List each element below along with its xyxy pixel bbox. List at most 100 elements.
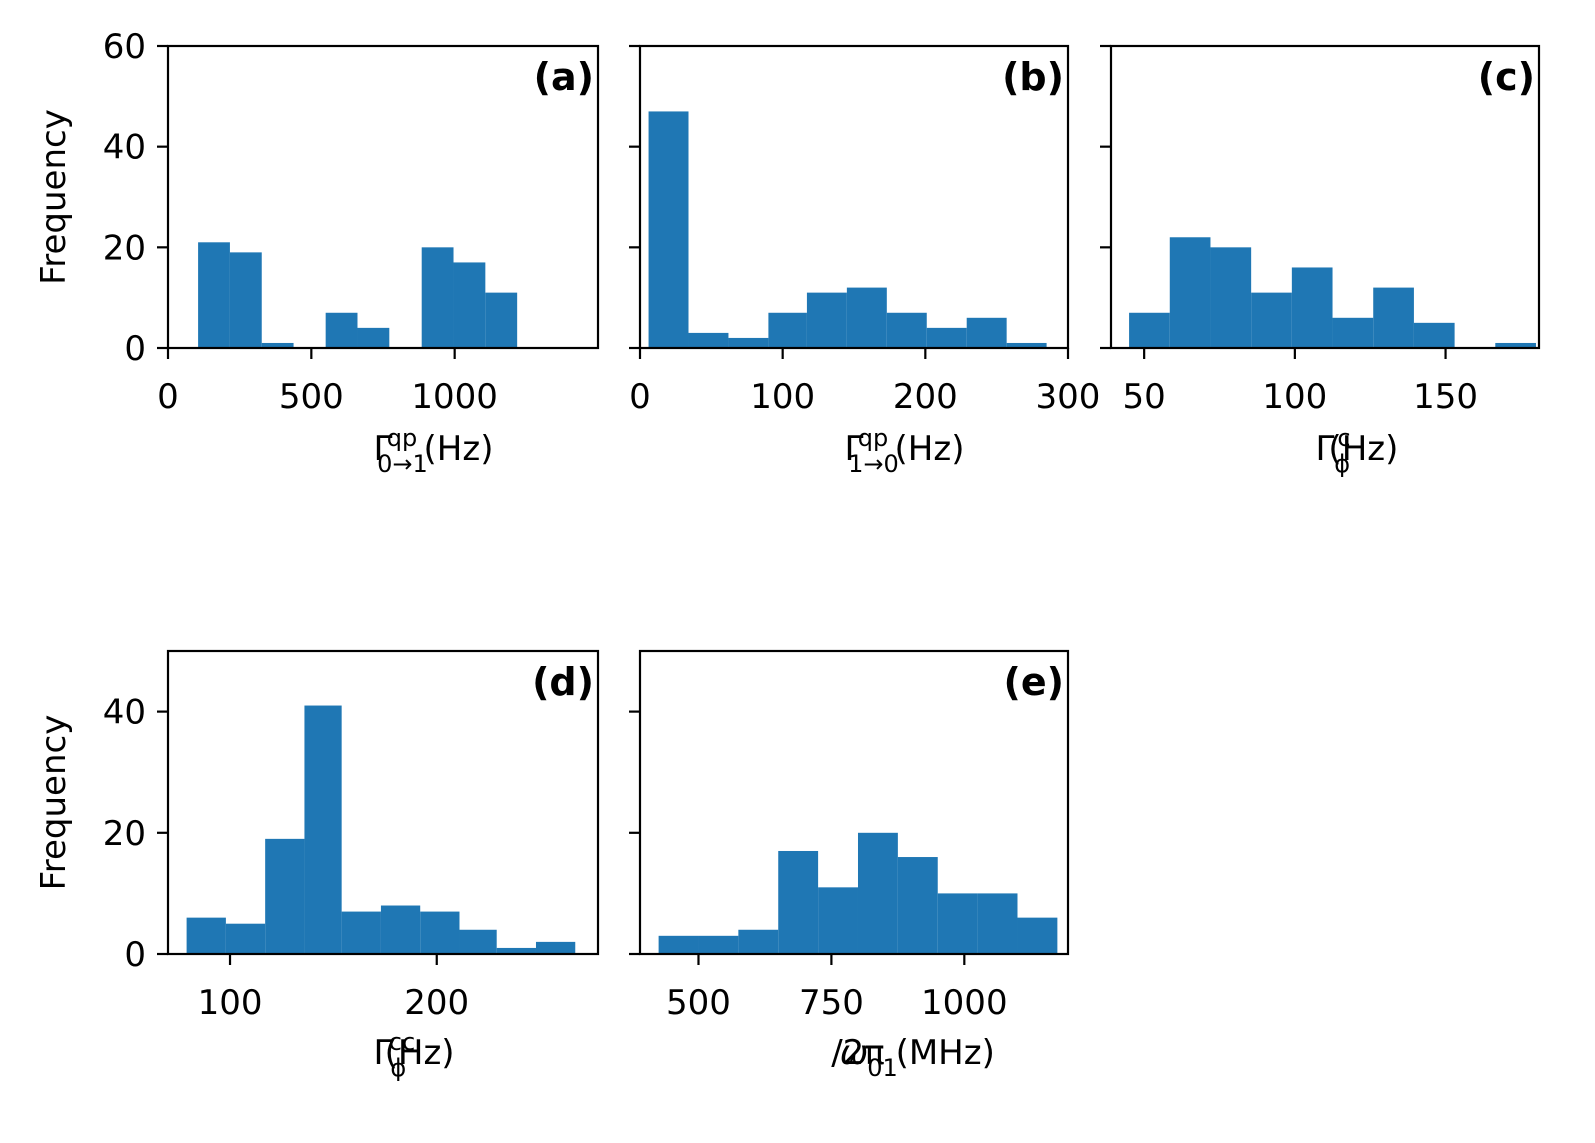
panel-label: (e): [1003, 660, 1064, 704]
x-tick-label: 500: [666, 983, 731, 1023]
panel-label: (d): [532, 660, 594, 704]
histogram-bar: [380, 905, 421, 954]
histogram-bar: [261, 342, 294, 348]
x-tick-label: 50: [1123, 377, 1166, 417]
y-tick-label: 40: [103, 693, 146, 733]
histogram-bar: [937, 893, 978, 954]
y-axis-label: Frequency: [34, 715, 74, 891]
histogram-bar: [818, 887, 858, 954]
axes-frame: [166, 44, 600, 350]
histogram-bar: [1413, 322, 1455, 348]
panel-label: (c): [1478, 55, 1535, 99]
histogram-bar: [857, 832, 898, 954]
histogram-bar: [357, 327, 390, 348]
histogram-bar: [304, 705, 342, 954]
histogram-bar: [728, 337, 769, 348]
x-tick-label: 100: [198, 983, 263, 1023]
histogram-bar: [453, 262, 486, 348]
x-label-superscript: qp: [387, 424, 417, 452]
x-label-unit: (Hz): [374, 1033, 455, 1073]
x-label-subscript: ϕ: [390, 1054, 406, 1082]
panel-label: (a): [534, 55, 594, 99]
histogram-bar: [485, 292, 518, 348]
histogram-bar: [738, 929, 779, 954]
y-tick-label: 20: [103, 814, 146, 854]
histogram-bar: [886, 312, 927, 348]
histogram-bar: [341, 911, 381, 954]
y-tick-label: 0: [124, 329, 146, 369]
histogram-bar: [186, 917, 226, 954]
x-label-symbol: Γ: [845, 429, 864, 469]
x-label-unit: (Hz): [413, 429, 494, 469]
histogram-bar: [1017, 917, 1058, 954]
y-tick-label: 60: [103, 27, 146, 67]
x-axis-label: Γqp 1→0 (Hz): [845, 424, 965, 478]
x-label-unit: (Hz): [1318, 429, 1399, 469]
histogram-bar: [926, 327, 967, 348]
histogram-bar: [1169, 237, 1211, 348]
histogram-bar: [421, 247, 454, 348]
histogram-bar: [658, 935, 699, 954]
x-axis-label: ω01/2π (MHz): [831, 1033, 995, 1082]
x-tick-label: 150: [1413, 377, 1478, 417]
x-label-superscript: cc: [389, 1028, 415, 1056]
x-tick-label: 0: [157, 377, 179, 417]
x-label-superscript: c: [1337, 424, 1350, 452]
histogram-bar: [1373, 287, 1414, 348]
panel-c: 50 100 150 (c) Γ c ϕ (Hz): [1100, 44, 1541, 478]
histogram-bar: [265, 838, 305, 954]
x-label-subscript: 0→1: [377, 450, 428, 478]
x-tick-label: 200: [893, 377, 958, 417]
panel-e: 500 750 1000 (e) ω01/2π (MHz): [629, 649, 1070, 1082]
x-label-unit: (Hz): [884, 429, 965, 469]
histogram-bar: [229, 252, 262, 348]
histogram-bar: [459, 929, 497, 954]
x-label-symbol: Γ: [374, 1033, 393, 1073]
axes-frame: [638, 44, 1070, 350]
x-axis-label: Γqp 0→1 (Hz): [374, 424, 494, 478]
histogram-bar: [698, 935, 739, 954]
y-tick-label: 20: [103, 228, 146, 268]
histogram-bar: [1129, 312, 1170, 348]
histogram-bar: [648, 111, 689, 348]
y-tick-label: 40: [103, 128, 146, 168]
x-label-subscript: 1→0: [848, 450, 899, 478]
histogram-bar: [897, 857, 938, 954]
panel-a: 0 20 40 60 0 500 1000 (a) Frequency Γqp 0→1 (Hz): [34, 27, 600, 478]
axes-frame: [638, 649, 1070, 956]
x-tick-label: 100: [750, 377, 815, 417]
y-tick-label: 0: [124, 935, 146, 975]
histogram-bar: [1210, 247, 1252, 348]
histogram-bar: [198, 242, 230, 348]
histogram-bar: [778, 850, 819, 954]
histogram-bar: [688, 332, 729, 348]
histogram-bar: [496, 947, 536, 954]
histogram-bar: [420, 911, 460, 954]
x-tick-label: 100: [1262, 377, 1327, 417]
x-label-subscript: 01: [867, 1054, 898, 1082]
histogram-bar: [535, 941, 576, 954]
histogram-bar: [225, 923, 266, 954]
x-label-unit: /2π (MHz): [831, 1033, 995, 1073]
panel-label: (b): [1002, 55, 1064, 99]
x-tick-label: 0: [629, 377, 651, 417]
histogram-bar: [977, 893, 1018, 954]
histogram-bar: [1251, 292, 1292, 348]
x-label-symbol: Γ: [1316, 429, 1335, 469]
histogram-bar: [768, 312, 807, 348]
x-label-symbol: ω: [840, 1033, 868, 1073]
x-tick-label: 750: [799, 983, 864, 1023]
x-label-superscript: qp: [858, 424, 888, 452]
x-label-subscript: ϕ: [1334, 450, 1350, 478]
histogram-bar: [1291, 267, 1333, 348]
histogram-bar: [1495, 342, 1536, 348]
x-axis-label: Γcc ϕ (Hz): [374, 1028, 455, 1082]
histogram-bar: [966, 317, 1007, 348]
x-tick-label: 200: [404, 983, 469, 1023]
x-tick-label: 500: [279, 377, 344, 417]
axes-frame: [166, 649, 600, 956]
panel-b: 0 100 200 300 (b) Γqp 1→0 (Hz): [629, 44, 1100, 478]
y-axis-label: Frequency: [34, 109, 74, 285]
